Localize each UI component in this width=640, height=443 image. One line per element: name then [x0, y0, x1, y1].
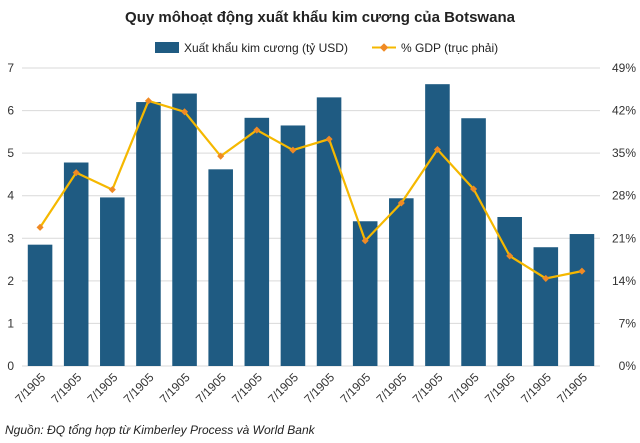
x-tick-label: 7/1905 — [229, 370, 265, 406]
gdp-point — [181, 108, 189, 116]
gdp-point — [361, 237, 369, 245]
gdp-point — [397, 199, 405, 207]
x-tick-label: 7/1905 — [374, 370, 410, 406]
x-tick-label: 7/1905 — [121, 370, 157, 406]
gdp-point — [289, 146, 297, 154]
y2-tick-label: 28% — [612, 189, 636, 203]
source-note: Nguồn: ĐQ tổng hợp từ Kimberley Process … — [5, 423, 316, 437]
right-axis-ticks: 0% 7% 14% 21% 28% 35% 42% 49% — [612, 61, 636, 373]
legend-bar-swatch — [155, 42, 179, 53]
x-tick-label: 7/1905 — [301, 370, 337, 406]
bar — [533, 247, 559, 366]
y-tick-label: 5 — [7, 146, 14, 160]
y-tick-label: 3 — [7, 231, 14, 245]
bar — [425, 84, 450, 367]
x-tick-label: 7/1905 — [157, 370, 193, 406]
bar — [280, 125, 306, 366]
gdp-point — [72, 169, 80, 177]
gdp-point — [578, 267, 586, 275]
gdp-point — [217, 152, 225, 160]
gdp-line — [39, 99, 583, 280]
bar — [63, 162, 89, 366]
x-tick-label: 7/1905 — [554, 370, 590, 406]
gdp-point — [470, 185, 478, 193]
gdp-point — [144, 97, 152, 105]
bar — [136, 102, 161, 367]
legend-line-label: % GDP (trục phải) — [401, 41, 498, 55]
bar — [569, 234, 595, 366]
y2-tick-label: 35% — [612, 146, 636, 160]
gdp-point — [542, 274, 550, 282]
gdp-point — [36, 223, 44, 231]
bar — [208, 169, 233, 366]
legend-bar-label: Xuất khẩu kim cương (tỷ USD) — [184, 41, 348, 55]
bar — [389, 198, 414, 366]
legend: Xuất khẩu kim cương (tỷ USD) % GDP (trục… — [155, 41, 498, 55]
line-series — [36, 97, 586, 282]
gdp-point — [506, 252, 514, 260]
y2-tick-label: 21% — [612, 231, 636, 245]
y2-tick-label: 0% — [619, 359, 637, 373]
x-tick-label: 7/1905 — [337, 370, 373, 406]
y2-tick-label: 7% — [619, 316, 637, 330]
y2-tick-label: 49% — [612, 61, 636, 75]
bar-series — [27, 84, 595, 367]
x-tick-label: 7/1905 — [482, 370, 518, 406]
y-tick-label: 1 — [7, 316, 14, 330]
y-tick-label: 2 — [7, 274, 14, 288]
x-tick-label: 7/1905 — [48, 370, 84, 406]
gdp-point — [253, 126, 261, 134]
x-tick-label: 7/1905 — [410, 370, 446, 406]
bar — [27, 244, 53, 366]
gdp-point — [433, 145, 441, 154]
x-tick-label: 7/1905 — [265, 370, 301, 406]
y2-tick-label: 14% — [612, 274, 636, 288]
y2-tick-label: 42% — [612, 104, 636, 118]
chart-title: Quy môhoạt động xuất khẩu kim cương của … — [125, 9, 516, 26]
gdp-point — [325, 135, 333, 143]
gdp-point — [108, 186, 116, 194]
x-tick-label: 7/1905 — [446, 370, 482, 406]
bar — [461, 118, 486, 366]
legend-line-marker — [379, 43, 389, 52]
bar — [244, 117, 270, 367]
x-tick-label: 7/1905 — [12, 370, 48, 406]
x-axis-ticks: 7/1905 7/1905 7/1905 7/1905 7/1905 7/1905 7/19… — [12, 370, 590, 406]
bar — [172, 93, 197, 367]
y-tick-label: 7 — [7, 61, 14, 75]
bar — [100, 197, 125, 366]
y-tick-label: 0 — [7, 359, 14, 373]
left-axis-ticks: 0 1 2 3 4 5 6 7 — [7, 61, 14, 373]
x-tick-label: 7/1905 — [193, 370, 229, 406]
x-tick-label: 7/1905 — [85, 370, 121, 406]
bar — [352, 221, 378, 366]
y-tick-label: 4 — [7, 189, 14, 203]
y-tick-label: 6 — [7, 104, 14, 118]
x-tick-label: 7/1905 — [518, 370, 554, 406]
